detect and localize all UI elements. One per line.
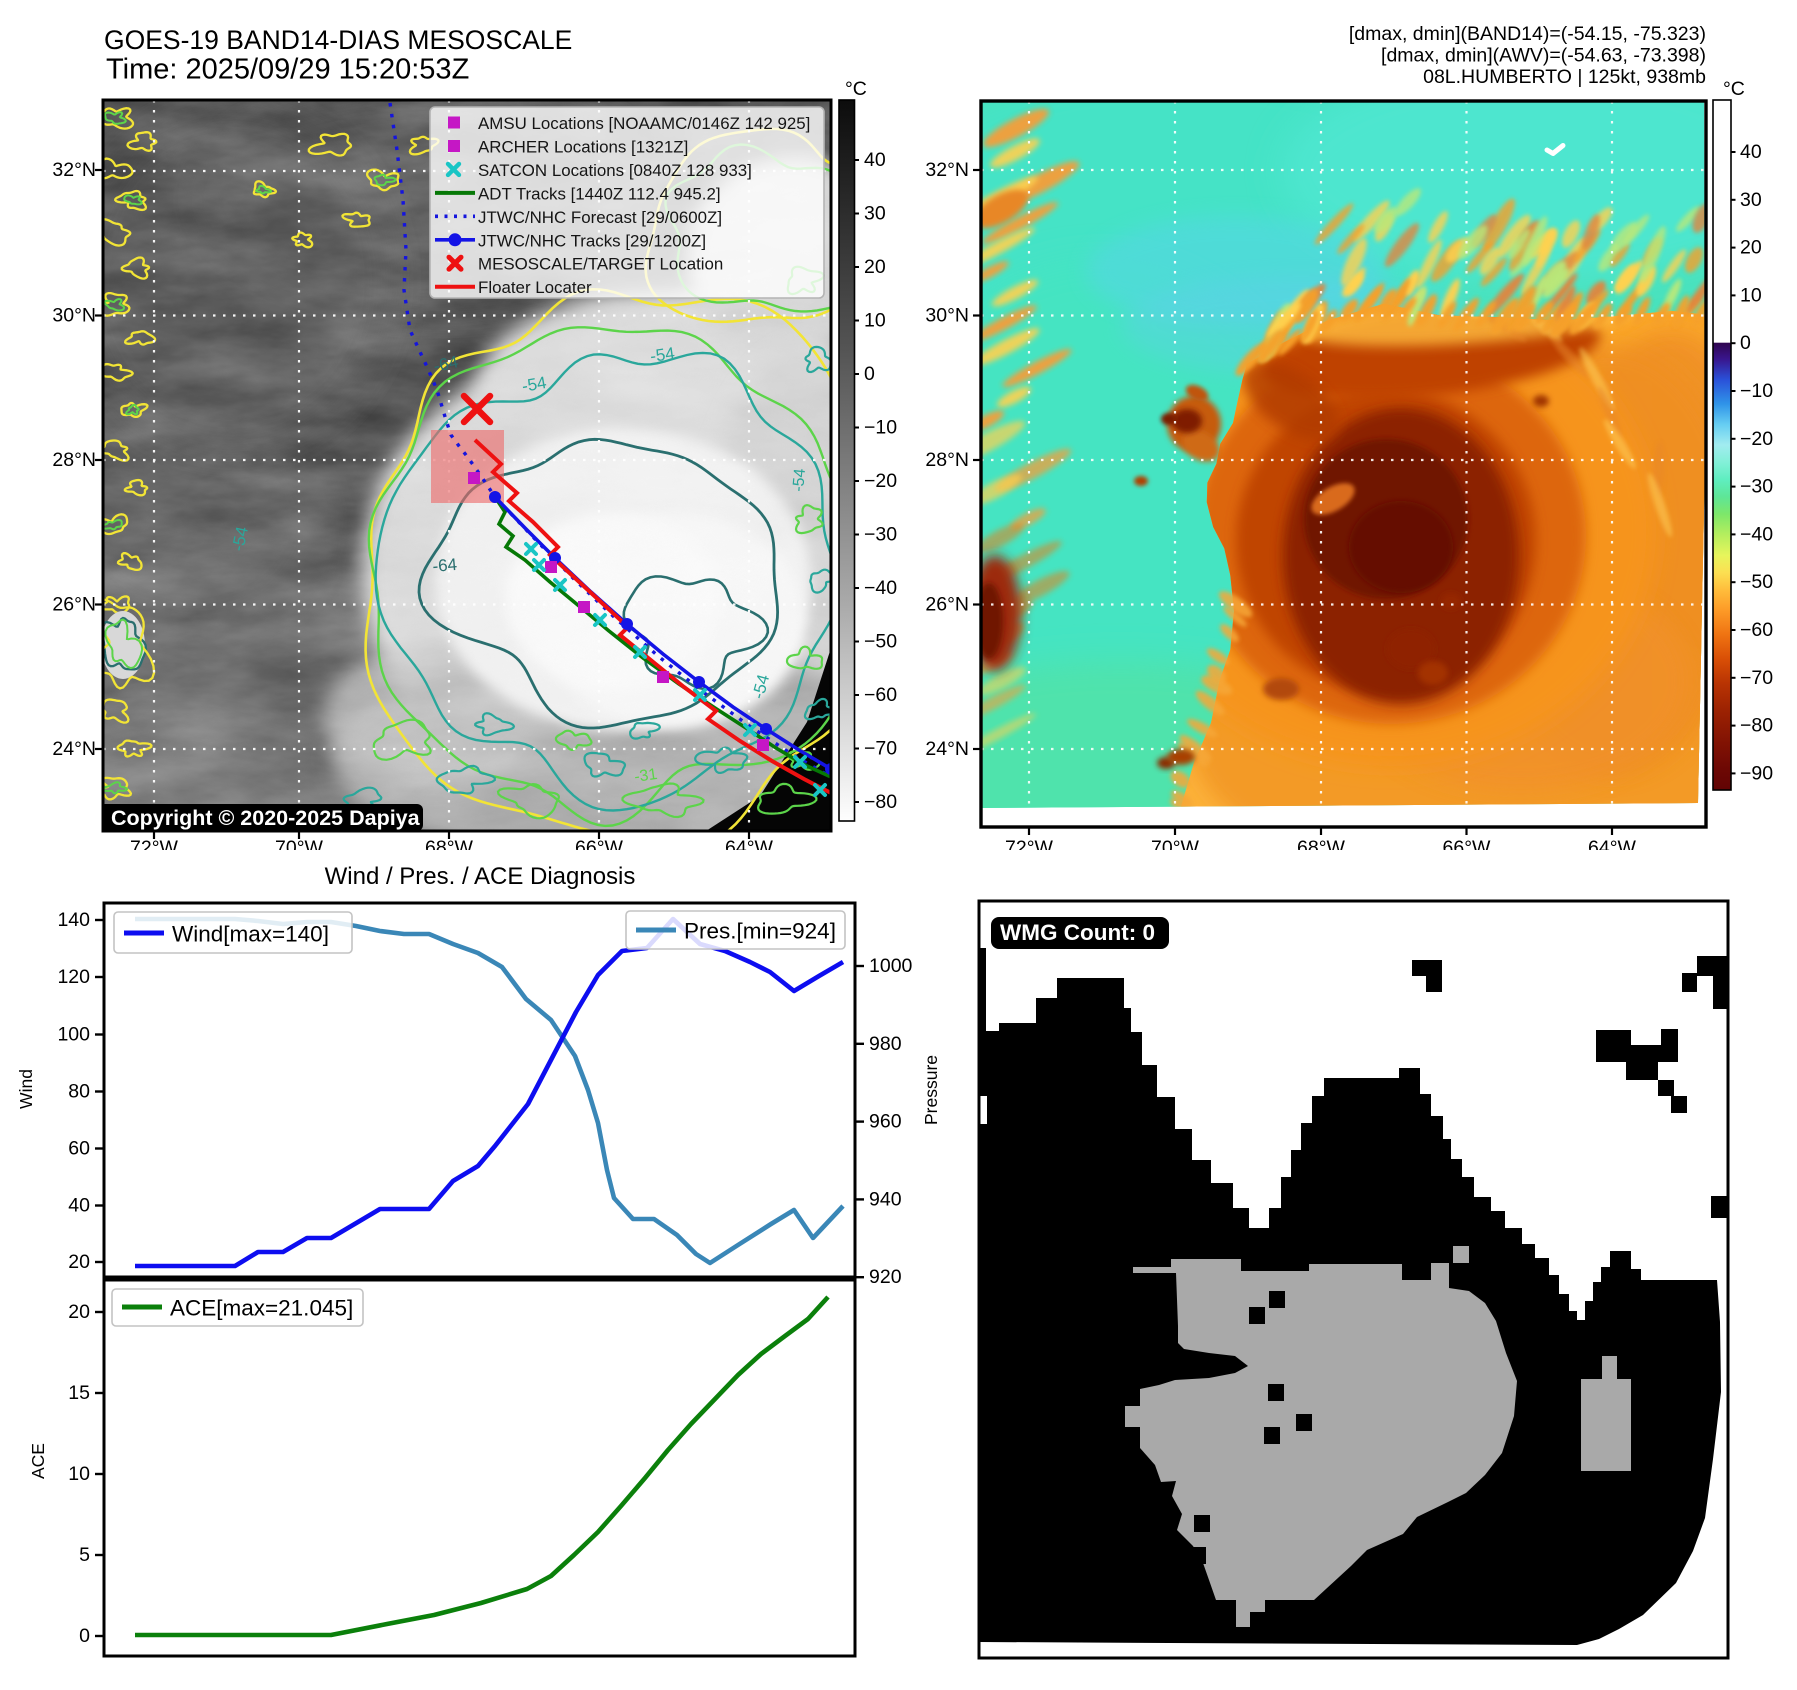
svg-text:5: 5 (79, 1544, 90, 1566)
svg-text:SATCON Locations [0840Z 128 93: SATCON Locations [0840Z 128 933] (478, 161, 752, 180)
svg-text:40: 40 (68, 1195, 90, 1217)
svg-text:10: 10 (68, 1463, 90, 1485)
svg-text:20: 20 (864, 256, 886, 278)
svg-text:°C: °C (1723, 78, 1745, 100)
svg-text:−80: −80 (1740, 715, 1773, 737)
svg-text:10: 10 (864, 310, 886, 332)
svg-text:30: 30 (864, 203, 886, 225)
svg-text:940: 940 (869, 1188, 902, 1210)
svg-text:WMG Count: 0: WMG Count: 0 (1000, 920, 1155, 945)
svg-text:24°N: 24°N (925, 738, 969, 760)
svg-text:Pressure: Pressure (921, 1055, 941, 1125)
svg-text:Floater Locater: Floater Locater (478, 278, 592, 297)
svg-text:ADT Tracks [1440Z 112.4 945.2]: ADT Tracks [1440Z 112.4 945.2] (478, 184, 721, 203)
svg-text:0: 0 (864, 363, 875, 385)
svg-text:32°N: 32°N (52, 159, 96, 181)
svg-text:[dmax, dmin](BAND14)=(-54.15,: [dmax, dmin](BAND14)=(-54.15, -75.323) (1349, 23, 1706, 45)
svg-text:ARCHER Locations [1321Z]: ARCHER Locations [1321Z] (478, 138, 688, 157)
svg-text:−90: −90 (1740, 762, 1773, 784)
svg-text:08L.HUMBERTO | 125kt, 938mb: 08L.HUMBERTO | 125kt, 938mb (1423, 66, 1706, 88)
svg-text:26°N: 26°N (52, 594, 96, 616)
svg-text:−40: −40 (864, 577, 897, 599)
svg-text:100: 100 (57, 1024, 90, 1046)
svg-text:Wind / Pres. / ACE Diagnosis: Wind / Pres. / ACE Diagnosis (325, 863, 636, 890)
svg-text:64°W: 64°W (725, 837, 773, 850)
svg-text:−50: −50 (1740, 571, 1773, 593)
svg-text:20: 20 (1740, 237, 1762, 259)
svg-text:-54: -54 (790, 468, 809, 493)
svg-text:−70: −70 (1740, 667, 1773, 689)
svg-text:GOES-19 BAND14-DIAS MESOSCALE: GOES-19 BAND14-DIAS MESOSCALE (104, 25, 572, 55)
svg-text:ACE[max=21.045]: ACE[max=21.045] (170, 1296, 353, 1321)
svg-text:JTWC/NHC Forecast [29/0600Z]: JTWC/NHC Forecast [29/0600Z] (478, 208, 722, 227)
svg-text:−70: −70 (864, 738, 897, 760)
svg-text:Pres.[min=924]: Pres.[min=924] (684, 919, 836, 944)
svg-text:−30: −30 (864, 524, 897, 546)
svg-text:Wind: Wind (16, 1069, 36, 1109)
svg-text:68°W: 68°W (1297, 837, 1345, 850)
svg-text:120: 120 (57, 966, 90, 988)
svg-text:−40: −40 (1740, 523, 1773, 545)
svg-text:26°N: 26°N (925, 594, 969, 616)
svg-text:40: 40 (864, 149, 886, 171)
svg-text:−10: −10 (1740, 380, 1773, 402)
svg-text:30°N: 30°N (52, 305, 96, 327)
svg-text:28°N: 28°N (925, 449, 969, 471)
svg-text:920: 920 (869, 1266, 902, 1288)
svg-text:28°N: 28°N (52, 449, 96, 471)
svg-text:32°N: 32°N (925, 159, 969, 181)
svg-text:66°W: 66°W (1443, 837, 1491, 850)
svg-text:MESOSCALE/TARGET Location: MESOSCALE/TARGET Location (478, 255, 723, 274)
svg-text:Copyright © 2020-2025 Dapiya: Copyright © 2020-2025 Dapiya (111, 806, 421, 830)
svg-text:−60: −60 (864, 684, 897, 706)
svg-text:-64: -64 (432, 555, 458, 576)
svg-text:30: 30 (1740, 189, 1762, 211)
svg-text:-54: -54 (520, 373, 548, 396)
svg-text:72°W: 72°W (130, 837, 178, 850)
svg-text:1000: 1000 (869, 955, 913, 977)
svg-text:70°W: 70°W (275, 837, 323, 850)
svg-text:−50: −50 (864, 631, 897, 653)
svg-text:AMSU Locations [NOAAMC/0146Z 1: AMSU Locations [NOAAMC/0146Z 142 925] (478, 114, 810, 133)
svg-text:JTWC/NHC Tracks [29/1200Z]: JTWC/NHC Tracks [29/1200Z] (478, 231, 706, 250)
svg-text:64°W: 64°W (1588, 837, 1636, 850)
svg-text:-31: -31 (633, 766, 658, 786)
svg-text:−30: −30 (1740, 476, 1773, 498)
svg-text:40: 40 (1740, 141, 1762, 163)
svg-text:−20: −20 (864, 470, 897, 492)
svg-text:°C: °C (845, 78, 867, 100)
svg-text:66°W: 66°W (575, 837, 623, 850)
svg-text:80: 80 (68, 1081, 90, 1103)
svg-text:Time: 2025/09/29 15:20:53Z: Time: 2025/09/29 15:20:53Z (106, 54, 469, 86)
svg-text:ACE: ACE (28, 1443, 48, 1479)
svg-text:-54: -54 (649, 344, 676, 366)
svg-text:20: 20 (68, 1301, 90, 1323)
svg-text:140: 140 (57, 909, 90, 931)
svg-text:72°W: 72°W (1005, 837, 1053, 850)
svg-text:20: 20 (68, 1251, 90, 1273)
svg-text:68°W: 68°W (425, 837, 473, 850)
svg-text:10: 10 (1740, 284, 1762, 306)
svg-text:−60: −60 (1740, 619, 1773, 641)
svg-text:960: 960 (869, 1111, 902, 1133)
svg-text:-64: -64 (432, 352, 460, 376)
svg-text:−20: −20 (1740, 428, 1773, 450)
svg-text:Wind[max=140]: Wind[max=140] (172, 922, 329, 947)
svg-text:−80: −80 (864, 791, 897, 813)
svg-text:24°N: 24°N (52, 738, 96, 760)
svg-text:0: 0 (1740, 332, 1751, 354)
svg-text:30°N: 30°N (925, 305, 969, 327)
svg-text:−10: −10 (864, 417, 897, 439)
svg-text:980: 980 (869, 1033, 902, 1055)
svg-text:-54: -54 (228, 525, 252, 553)
svg-text:0: 0 (79, 1625, 90, 1647)
svg-text:70°W: 70°W (1151, 837, 1199, 850)
svg-text:[dmax, dmin](AWV)=(-54.63, -73: [dmax, dmin](AWV)=(-54.63, -73.398) (1381, 45, 1706, 67)
svg-text:60: 60 (68, 1138, 90, 1160)
svg-text:15: 15 (68, 1382, 90, 1404)
